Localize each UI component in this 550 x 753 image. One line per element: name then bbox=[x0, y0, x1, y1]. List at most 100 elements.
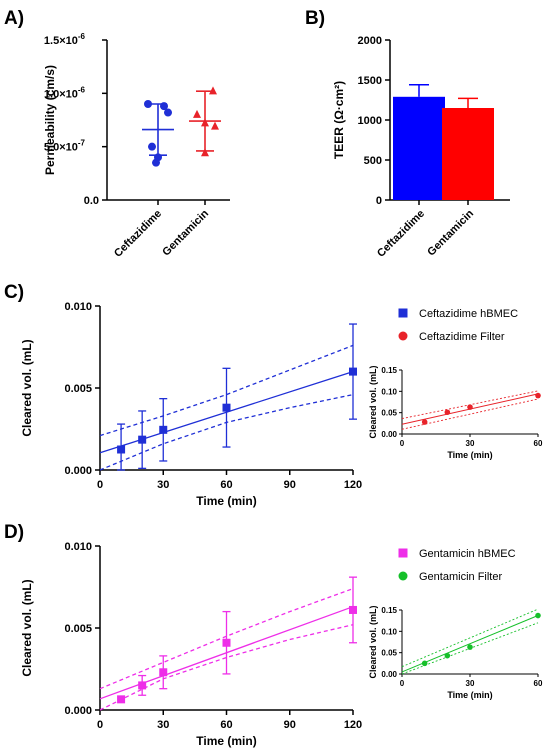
legend-label: Ceftazidime hBMEC bbox=[419, 308, 518, 320]
y-tick-label: 0.005 bbox=[64, 383, 92, 395]
x-tick-label: 90 bbox=[284, 719, 296, 731]
inset-series-ceftazidime-filter bbox=[401, 390, 541, 430]
legend-label: Gentamicin Filter bbox=[419, 571, 502, 583]
series-gentamicin-hbmec bbox=[99, 576, 357, 711]
data-point bbox=[144, 100, 152, 108]
x-tick-label: 60 bbox=[220, 479, 232, 491]
x-tick-label: 120 bbox=[344, 479, 362, 491]
inset-plot: 0.00 0.05 0.10 0.15 0 30 60 Time (min) Cleared v… bbox=[368, 605, 543, 700]
x-tick-label: 60 bbox=[220, 719, 232, 731]
inset-x-axis-title: Time (min) bbox=[447, 450, 492, 460]
y-tick-label: 1000 bbox=[358, 115, 382, 127]
inset-data-point bbox=[421, 419, 428, 425]
data-point bbox=[349, 367, 357, 376]
inset-data-point bbox=[467, 644, 473, 650]
y-tick-label: 1.5×10-6 bbox=[44, 32, 86, 47]
data-point bbox=[211, 121, 219, 130]
data-point bbox=[349, 605, 357, 614]
inset-confidence-band-lower bbox=[401, 398, 539, 430]
data-point bbox=[201, 118, 209, 127]
inset-y-axis-title: Cleared vol. (mL) bbox=[368, 365, 378, 438]
x-tick-label: Gentamicin bbox=[160, 207, 211, 258]
legend-marker bbox=[398, 548, 408, 558]
y-tick-label: 0.010 bbox=[64, 541, 92, 553]
x-tick-label: 0 bbox=[97, 719, 103, 731]
inset-x-tick-label: 30 bbox=[466, 439, 475, 448]
data-point bbox=[138, 435, 147, 444]
inset-x-tick-label: 30 bbox=[466, 679, 475, 688]
x-tick-label: 0 bbox=[97, 479, 103, 491]
x-tick-label: Ceftazidime bbox=[375, 208, 427, 260]
legend: Ceftazidime hBMEC Ceftazidime Filter bbox=[398, 308, 518, 343]
inset-x-tick-label: 60 bbox=[534, 679, 543, 688]
legend-marker bbox=[398, 308, 408, 318]
legend-marker bbox=[398, 571, 408, 581]
x-axis-title: Time (min) bbox=[196, 494, 256, 508]
y-tick-label: 1500 bbox=[358, 75, 382, 87]
x-tick-label: Gentamicin bbox=[425, 207, 476, 258]
y-tick-label: 5.0×10-7 bbox=[44, 139, 86, 154]
data-point bbox=[148, 142, 156, 151]
data-point bbox=[160, 102, 168, 111]
inset-x-tick-label: 0 bbox=[400, 439, 405, 448]
y-tick-label: 0.000 bbox=[64, 705, 92, 717]
data-point bbox=[164, 108, 172, 117]
panel-label: D) bbox=[4, 522, 24, 543]
inset-y-tick-label: 0.15 bbox=[381, 606, 397, 615]
legend-label: Ceftazidime Filter bbox=[419, 331, 505, 343]
inset-data-point bbox=[421, 660, 428, 667]
inset-data-point bbox=[535, 392, 541, 399]
data-point bbox=[222, 638, 231, 647]
inset-x-tick-label: 0 bbox=[400, 679, 405, 688]
inset-x-axis-title: Time (min) bbox=[447, 690, 492, 700]
inset-plot: 0.00 0.05 0.10 0.15 0 30 60 Time (min) Cleared v… bbox=[368, 365, 543, 460]
legend-marker bbox=[398, 331, 408, 341]
series-gentamicin bbox=[189, 86, 221, 157]
x-tick-label: Ceftazidime bbox=[112, 208, 164, 260]
panel-label: C) bbox=[4, 282, 24, 303]
data-point bbox=[117, 695, 126, 704]
data-point bbox=[193, 109, 201, 118]
y-tick-exponent: -6 bbox=[78, 32, 86, 41]
legend-label: Gentamicin hBMEC bbox=[419, 548, 516, 560]
y-tick-label: 1.0×10-6 bbox=[44, 85, 86, 100]
bar-ceftazidime bbox=[393, 96, 445, 200]
inset-data-point bbox=[535, 612, 541, 619]
data-point bbox=[152, 158, 160, 167]
x-axis-title: Time (min) bbox=[196, 734, 256, 748]
inset-y-tick-label: 0.05 bbox=[381, 649, 397, 658]
data-point bbox=[209, 86, 217, 95]
inset-data-point bbox=[444, 409, 451, 416]
panel-label: A) bbox=[4, 8, 24, 29]
y-axis-title: Cleared vol. (mL) bbox=[20, 579, 34, 676]
y-axis-title: Cleared vol. (mL) bbox=[20, 339, 34, 436]
y-tick-label: 0 bbox=[376, 195, 382, 207]
inset-y-tick-label: 0.00 bbox=[381, 670, 397, 679]
legend: Gentamicin hBMEC Gentamicin Filter bbox=[398, 548, 516, 583]
y-tick-label: 500 bbox=[364, 155, 382, 167]
y-tick-exponent: -7 bbox=[78, 139, 86, 148]
inset-y-tick-label: 0.10 bbox=[381, 387, 397, 396]
inset-y-tick-label: 0.10 bbox=[381, 627, 397, 636]
bar-gentamicin bbox=[442, 108, 494, 200]
y-tick-label: 0.005 bbox=[64, 623, 92, 635]
y-tick-label: 0.010 bbox=[64, 301, 92, 313]
inset-series-gentamicin-filter bbox=[401, 608, 541, 675]
data-point bbox=[201, 148, 209, 157]
data-point bbox=[117, 445, 126, 454]
confidence-band-lower bbox=[99, 624, 354, 711]
panel-b: B) 0 500 1000 1500 2000 TEER (Ω·cm²) Ceftazidim… bbox=[305, 8, 510, 260]
inset-y-tick-label: 0.15 bbox=[381, 366, 397, 375]
data-point bbox=[222, 403, 231, 412]
inset-y-tick-label: 0.05 bbox=[381, 409, 397, 418]
series-ceftazidime-hbmec bbox=[99, 323, 357, 471]
inset-x-tick-label: 60 bbox=[534, 439, 543, 448]
data-point bbox=[159, 668, 168, 677]
y-tick-label: 0.0 bbox=[84, 195, 99, 207]
data-point bbox=[138, 681, 147, 690]
series-ceftazidime bbox=[142, 100, 174, 167]
x-tick-label: 30 bbox=[157, 719, 169, 731]
